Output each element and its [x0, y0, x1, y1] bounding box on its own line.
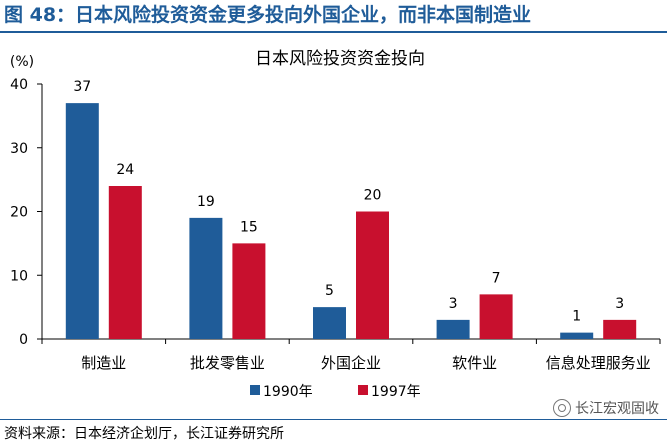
bar: [232, 243, 266, 339]
bar-value-label: 5: [325, 283, 334, 299]
bar: [313, 307, 346, 339]
y-tick-label: 0: [19, 332, 28, 348]
y-tick-label: 10: [10, 268, 28, 284]
y-axis-unit-label: (%): [10, 54, 34, 70]
source-note: 资料来源：日本经济企划厅，长江证券研究所: [4, 426, 284, 442]
bar-value-label: 24: [116, 162, 134, 178]
bar-value-label: 15: [240, 219, 258, 235]
x-category-label: 制造业: [81, 354, 126, 372]
bar: [65, 103, 99, 339]
figure-title: 图 48：日本风险投资资金更多投向外国企业，而非本国制造业: [4, 4, 532, 26]
title-divider: [0, 31, 667, 33]
x-category-label: 批发零售业: [190, 354, 265, 372]
bar: [356, 211, 389, 339]
source-divider: [0, 419, 667, 420]
y-tick-label: 40: [10, 77, 28, 93]
bar-value-label: 3: [449, 296, 458, 312]
bar-value-label: 1: [572, 309, 581, 325]
bar: [603, 319, 637, 339]
y-tick-label: 30: [10, 141, 28, 157]
watermark-text: 长江宏观固收: [575, 401, 659, 417]
legend-label: 1990年: [263, 384, 313, 400]
x-category-label: 外国企业: [321, 354, 381, 372]
x-category-label: 信息处理服务业: [546, 354, 651, 372]
legend-label: 1997年: [371, 384, 421, 400]
bar: [436, 319, 470, 339]
bar: [479, 294, 513, 339]
bar-value-label: 37: [73, 79, 91, 95]
bar-chart: 日本风险投资资金投向 (%) 010203040制造业3724批发零售业1915…: [10, 49, 661, 400]
y-tick-label: 20: [10, 205, 28, 221]
wechat-icon: [553, 399, 571, 417]
bar: [189, 217, 223, 339]
legend-swatch: [358, 385, 368, 395]
bar-value-label: 7: [492, 270, 501, 286]
legend-swatch: [250, 385, 260, 395]
bar-value-label: 3: [615, 296, 624, 312]
bar: [560, 332, 594, 339]
bar: [108, 186, 142, 339]
x-category-label: 软件业: [452, 354, 497, 372]
watermark: 长江宏观固收: [553, 398, 659, 418]
bar-value-label: 20: [364, 188, 382, 204]
chart-title: 日本风险投资资金投向: [255, 49, 425, 69]
bar-value-label: 19: [197, 194, 215, 210]
